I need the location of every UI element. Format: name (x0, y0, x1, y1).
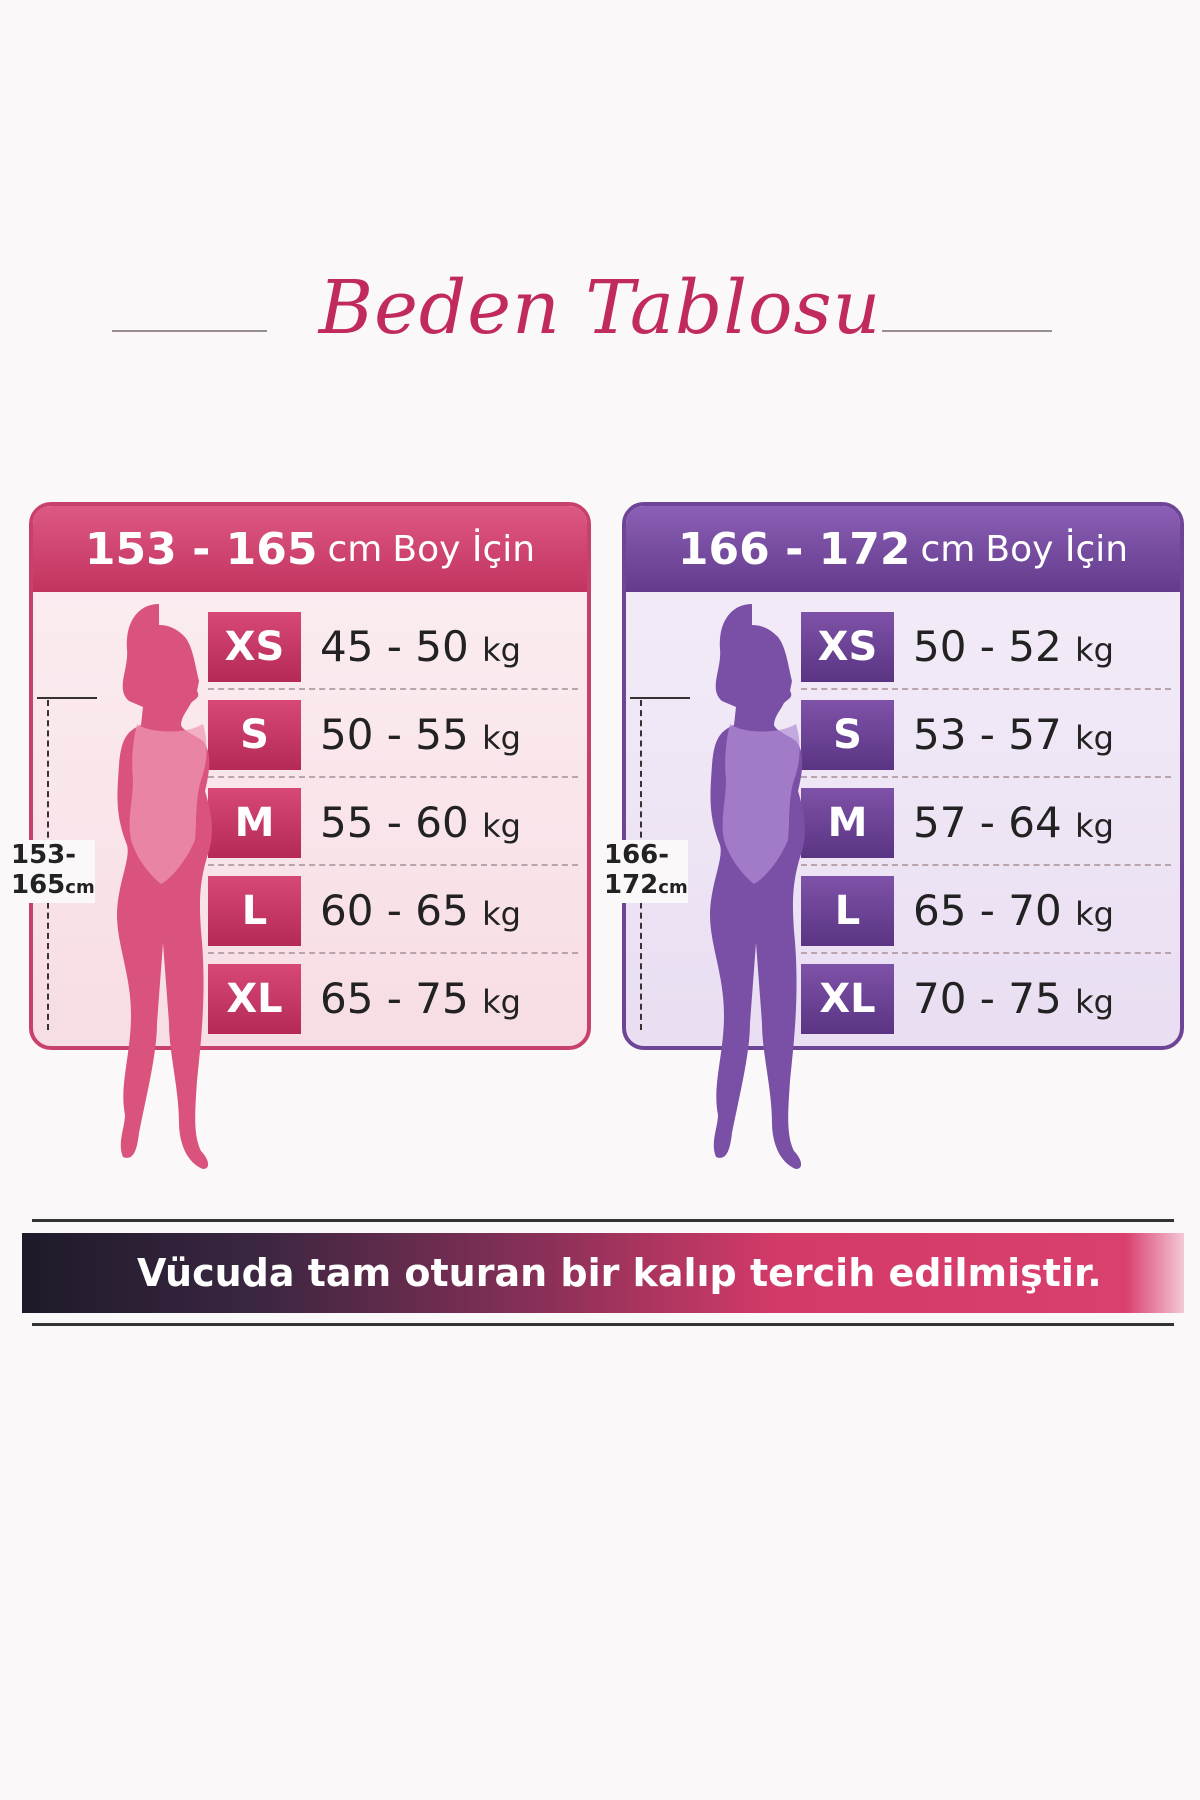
page-title: Beden Tablosu (318, 265, 882, 351)
height-indicator-top (630, 697, 690, 699)
height-label-line2: 165 (11, 870, 66, 900)
height-unit: cm (920, 528, 976, 570)
weight-unit: kg (482, 895, 521, 933)
weight-range: 55 - 60 kg (320, 798, 521, 847)
weight-range: 45 - 50 kg (320, 622, 521, 671)
woman-silhouette-icon (710, 604, 805, 1169)
title-line-right (882, 330, 1052, 332)
size-row-l: L 60 - 65 kg (208, 874, 578, 954)
size-row-xs: XS 45 - 50 kg (208, 610, 578, 690)
weight-value: 55 - 60 (320, 798, 469, 847)
height-label: 153- 165cm (11, 840, 95, 903)
size-card-purple: 166 - 172 cm Boy İçin XS 50 - 52 kg S 53… (622, 502, 1184, 1050)
height-label-line1: 153- (11, 840, 77, 870)
height-label-unit: cm (65, 877, 95, 898)
size-badge: M (801, 788, 894, 858)
weight-range: 65 - 70 kg (913, 886, 1114, 935)
weight-range: 50 - 52 kg (913, 622, 1114, 671)
size-row-xs: XS 50 - 52 kg (801, 610, 1171, 690)
header-suffix: Boy İçin (985, 528, 1129, 570)
size-badge: XS (208, 612, 301, 682)
weight-range: 50 - 55 kg (320, 710, 521, 759)
height-unit: cm (327, 528, 383, 570)
weight-value: 70 - 75 (913, 974, 1062, 1023)
size-badge: XS (801, 612, 894, 682)
weight-unit: kg (482, 983, 521, 1021)
weight-value: 50 - 55 (320, 710, 469, 759)
height-label-unit: cm (658, 877, 688, 898)
weight-unit: kg (482, 719, 521, 757)
card-header: 153 - 165 cm Boy İçin (33, 506, 587, 592)
size-badge: S (208, 700, 301, 770)
size-row-s: S 50 - 55 kg (208, 698, 578, 778)
height-label: 166- 172cm (604, 840, 688, 903)
weight-value: 53 - 57 (913, 710, 1062, 759)
size-row-l: L 65 - 70 kg (801, 874, 1171, 954)
weight-range: 70 - 75 kg (913, 974, 1114, 1023)
weight-value: 45 - 50 (320, 622, 469, 671)
woman-silhouette-icon (117, 604, 212, 1169)
weight-value: 60 - 65 (320, 886, 469, 935)
size-badge: M (208, 788, 301, 858)
weight-range: 57 - 64 kg (913, 798, 1114, 847)
size-badge: XL (801, 964, 894, 1034)
size-row-xl: XL 65 - 75 kg (208, 962, 578, 1040)
weight-value: 65 - 70 (913, 886, 1062, 935)
height-indicator-top (37, 697, 97, 699)
weight-unit: kg (1075, 807, 1114, 845)
height-range: 166 - 172 (677, 523, 911, 575)
weight-unit: kg (1075, 895, 1114, 933)
height-label-line2: 172 (604, 870, 659, 900)
weight-unit: kg (1075, 983, 1114, 1021)
size-badge: XL (208, 964, 301, 1034)
size-badge: S (801, 700, 894, 770)
weight-unit: kg (482, 631, 521, 669)
weight-range: 53 - 57 kg (913, 710, 1114, 759)
title-line-left (112, 330, 267, 332)
weight-unit: kg (1075, 631, 1114, 669)
weight-range: 60 - 65 kg (320, 886, 521, 935)
weight-value: 50 - 52 (913, 622, 1062, 671)
weight-unit: kg (1075, 719, 1114, 757)
size-row-m: M 57 - 64 kg (801, 786, 1171, 866)
size-row-xl: XL 70 - 75 kg (801, 962, 1171, 1040)
weight-unit: kg (482, 807, 521, 845)
weight-value: 57 - 64 (913, 798, 1062, 847)
weight-range: 65 - 75 kg (320, 974, 521, 1023)
fit-note-text: Vücuda tam oturan bir kalıp tercih edilm… (22, 1233, 1184, 1313)
size-row-m: M 55 - 60 kg (208, 786, 578, 866)
height-range: 153 - 165 (84, 523, 318, 575)
size-badge: L (801, 876, 894, 946)
card-header: 166 - 172 cm Boy İçin (626, 506, 1180, 592)
weight-value: 65 - 75 (320, 974, 469, 1023)
height-label-line1: 166- (604, 840, 670, 870)
header-suffix: Boy İçin (392, 528, 536, 570)
size-badge: L (208, 876, 301, 946)
size-row-s: S 53 - 57 kg (801, 698, 1171, 778)
fit-note-banner: Vücuda tam oturan bir kalıp tercih edilm… (22, 1219, 1184, 1326)
